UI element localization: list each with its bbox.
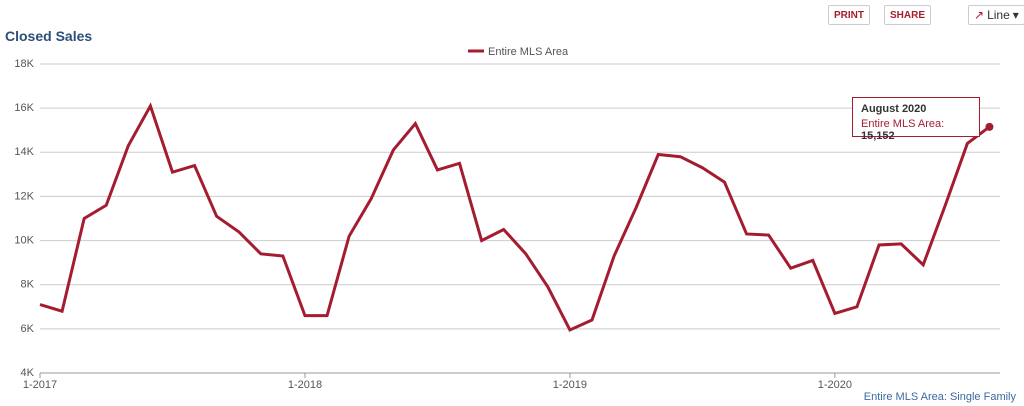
view-select[interactable]: ↗ Line ▾ xyxy=(968,5,1024,25)
y-tick-label: 8K xyxy=(21,279,35,291)
chart-title: Closed Sales xyxy=(5,28,93,44)
x-tick-label: 1-2019 xyxy=(553,379,587,391)
y-tick-label: 6K xyxy=(21,323,35,335)
x-tick-label: 1-2017 xyxy=(23,379,57,391)
tooltip-label: Entire MLS Area: xyxy=(861,118,945,130)
x-tick-label: 1-2020 xyxy=(818,379,852,391)
share-button[interactable]: SHARE xyxy=(884,5,932,25)
y-tick-label: 14K xyxy=(14,146,34,158)
print-button[interactable]: PRINT xyxy=(828,5,870,25)
footer: Entire MLS Area: Single Family xyxy=(863,391,1016,403)
y-tick-label: 4K xyxy=(21,367,35,379)
print-label: PRINT xyxy=(834,9,864,21)
highlight-point xyxy=(985,122,994,131)
y-tick-label: 16K xyxy=(14,102,34,114)
view-label: Line xyxy=(987,8,1010,22)
y-tick-label: 12K xyxy=(14,190,34,202)
legend-label: Entire MLS Area xyxy=(488,46,569,58)
x-tick-label: 1-2018 xyxy=(288,379,322,391)
tooltip-value: 15,152 xyxy=(861,130,895,142)
tooltip: August 2020 Entire MLS Area: 15,152 xyxy=(852,97,980,142)
share-label: SHARE xyxy=(890,9,926,21)
y-tick-label: 18K xyxy=(14,58,34,70)
series-line xyxy=(39,102,991,332)
y-tick-label: 10K xyxy=(14,234,34,246)
tooltip-title: August 2020 xyxy=(861,103,927,115)
